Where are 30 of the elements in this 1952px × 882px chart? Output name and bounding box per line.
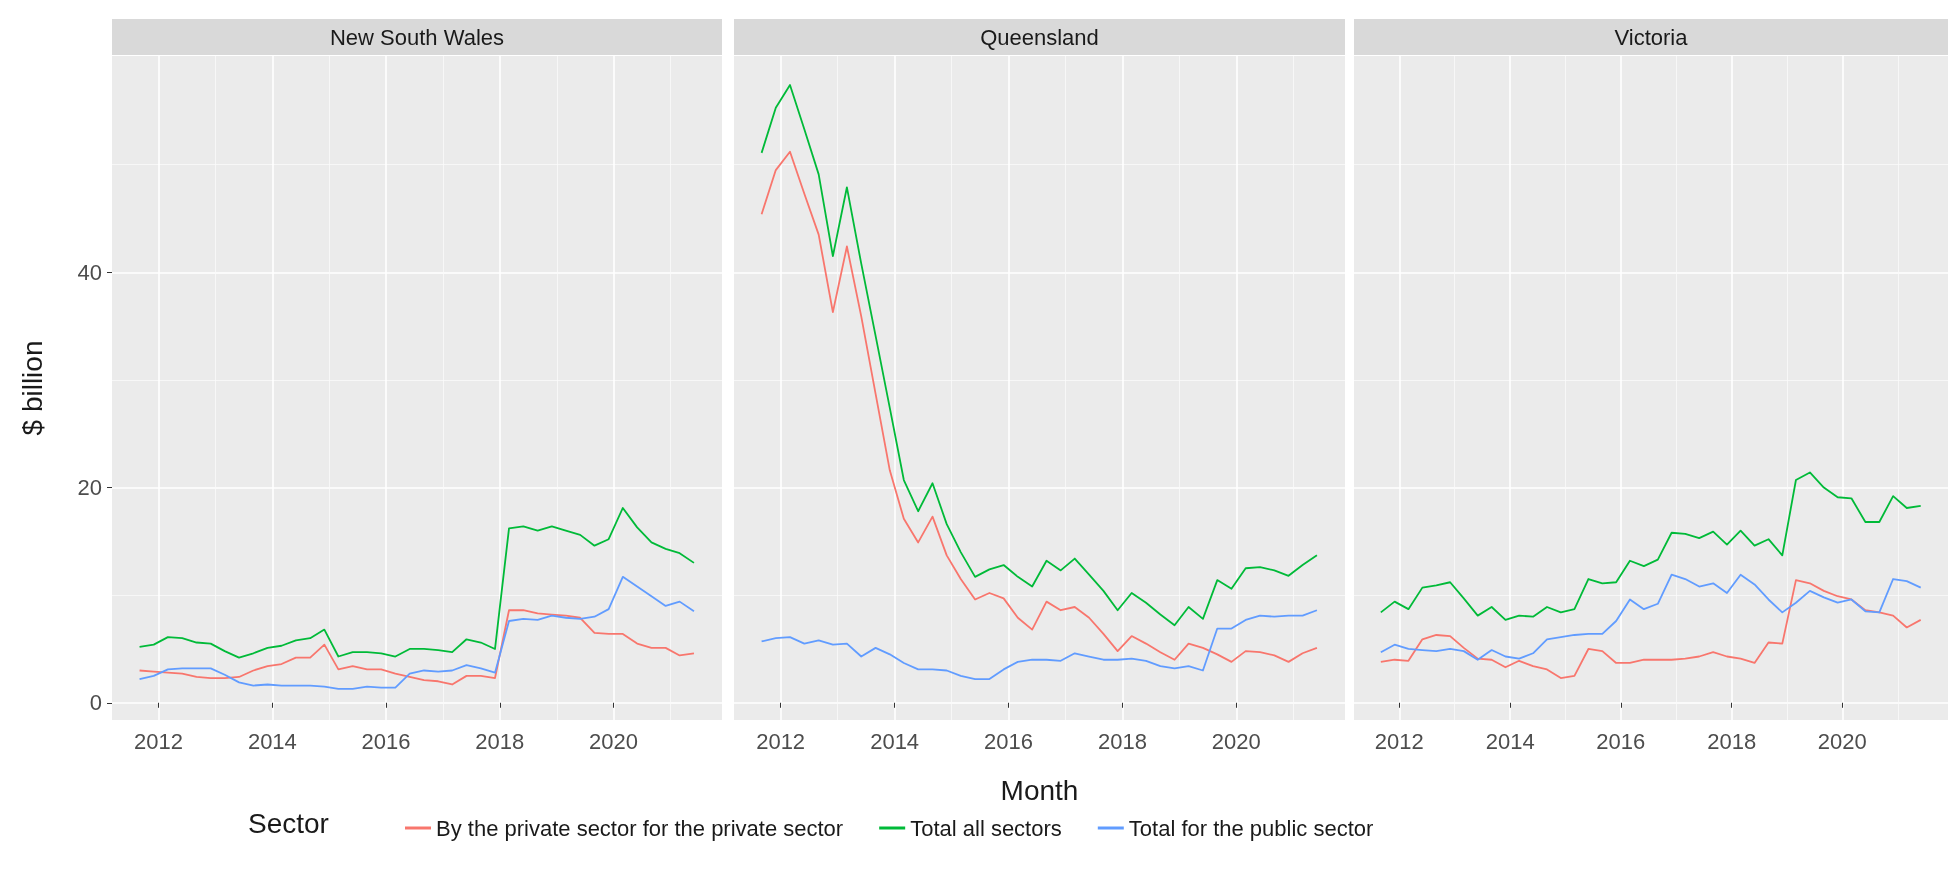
- legend-label: Total for the public sector: [1128, 815, 1374, 841]
- x-tick-label: 2014: [247, 728, 297, 754]
- chart-title: New South Wales: [329, 24, 505, 50]
- line-series: [138, 609, 695, 686]
- x-tick-label: 2018: [1097, 728, 1147, 754]
- line-series: [138, 507, 695, 659]
- x-tick-label: 2018: [475, 728, 525, 754]
- y-axis-title: $ billion: [16, 340, 48, 436]
- y-tick-label: 20: [77, 475, 102, 501]
- x-tick-label: 2016: [1596, 728, 1646, 754]
- x-tick-label: 2012: [756, 728, 806, 754]
- x-tick-label: 2020: [589, 728, 638, 754]
- legend-label: Total all sectors: [910, 815, 1062, 841]
- x-tick-label: 2014: [1485, 728, 1535, 754]
- line-series: [138, 575, 695, 690]
- legend-label: By the private sector for the private sector: [436, 815, 844, 841]
- x-tick-label: 2012: [1374, 728, 1424, 754]
- x-tick-label: 2020: [1211, 728, 1261, 754]
- x-tick-label: 2020: [1817, 728, 1867, 754]
- chart-title: Queensland: [980, 24, 1099, 50]
- chart-title: Victoria: [1614, 24, 1689, 50]
- x-tick-label: 2012: [134, 728, 184, 754]
- y-tick-label: 40: [77, 259, 102, 285]
- y-tick-label: 0: [89, 690, 102, 716]
- x-tick-label: 2014: [870, 728, 920, 754]
- legend-title: Sector: [248, 807, 329, 839]
- x-axis-title: Month: [1000, 774, 1079, 806]
- x-tick-label: 2016: [983, 728, 1033, 754]
- x-tick-label: 2016: [361, 728, 411, 754]
- x-tick-label: 2018: [1707, 728, 1757, 754]
